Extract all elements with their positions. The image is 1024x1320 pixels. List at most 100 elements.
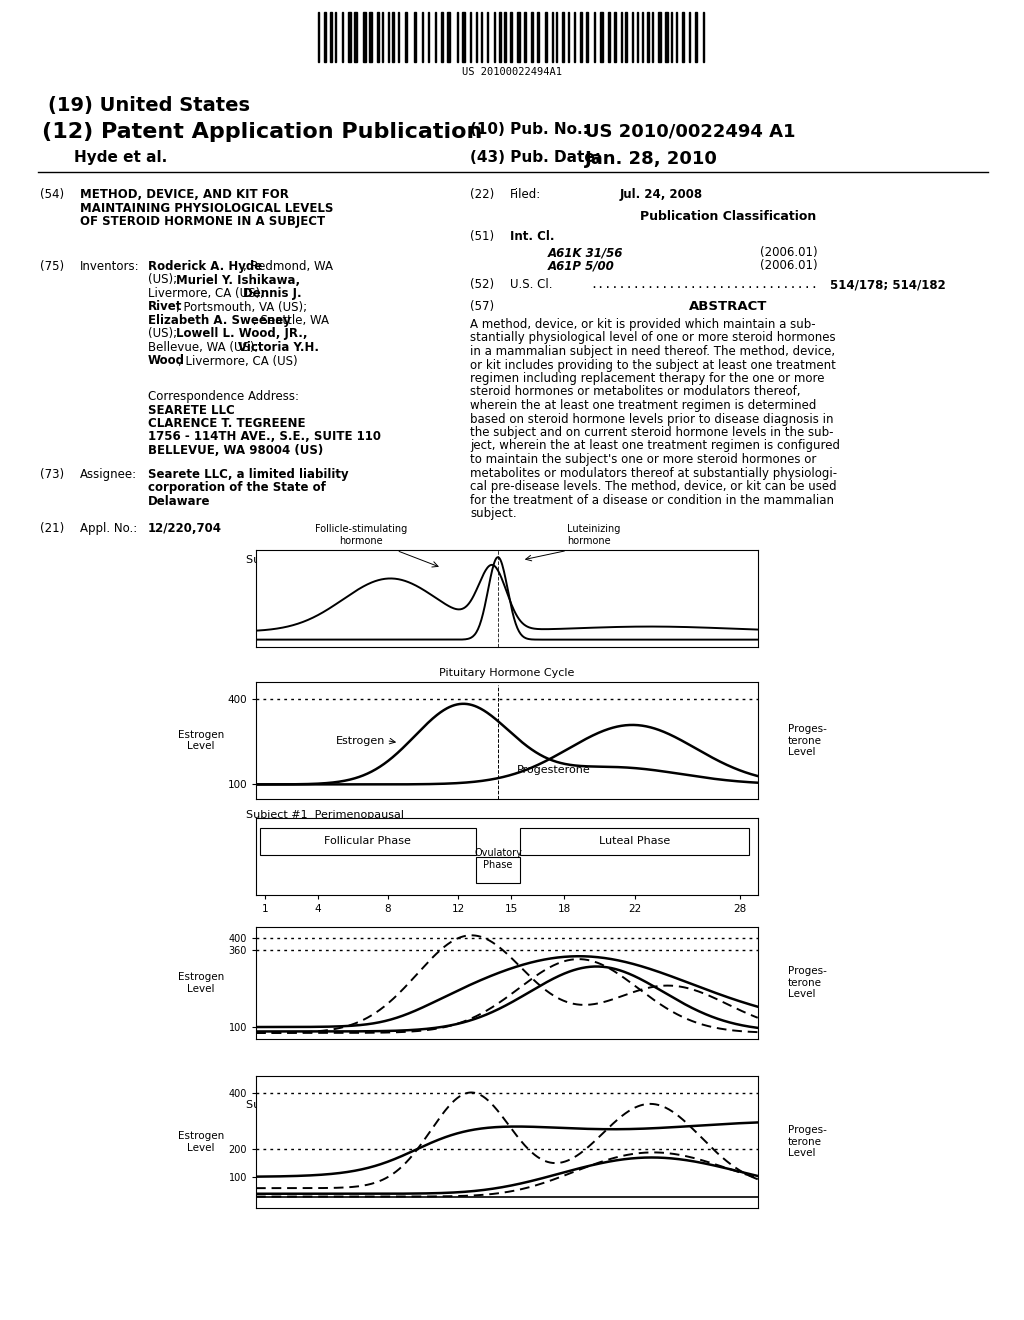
Bar — [520, 828, 749, 855]
Bar — [259, 828, 476, 855]
Text: BELLEVUE, WA 98004 (US): BELLEVUE, WA 98004 (US) — [148, 444, 324, 457]
Bar — [414, 12, 416, 62]
Text: regimen including replacement therapy for the one or more: regimen including replacement therapy fo… — [470, 372, 824, 385]
Text: Delaware: Delaware — [148, 495, 211, 508]
Bar — [524, 12, 526, 62]
Text: Livermore, CA (US);: Livermore, CA (US); — [148, 286, 268, 300]
Bar — [608, 12, 610, 62]
Bar — [476, 857, 520, 883]
Text: Subject #1  Early to Late Menopausal: Subject #1 Early to Late Menopausal — [246, 1100, 456, 1110]
Text: cal pre-disease levels. The method, device, or kit can be used: cal pre-disease levels. The method, devi… — [470, 480, 837, 492]
Bar — [369, 12, 372, 62]
Text: stantially physiological level of one or more steroid hormones: stantially physiological level of one or… — [470, 331, 836, 345]
Text: Jul. 24, 2008: Jul. 24, 2008 — [620, 187, 703, 201]
Bar — [614, 12, 616, 62]
Bar — [462, 12, 465, 62]
Text: METHOD, DEVICE, AND KIT FOR: METHOD, DEVICE, AND KIT FOR — [80, 187, 289, 201]
Text: Correspondence Address:: Correspondence Address: — [148, 389, 299, 403]
Bar — [665, 12, 668, 62]
Text: Hyde et al.: Hyde et al. — [74, 150, 167, 165]
Text: Proges-
terone
Level: Proges- terone Level — [787, 966, 826, 999]
Text: Publication Classification: Publication Classification — [640, 210, 816, 223]
Text: ABSTRACT: ABSTRACT — [689, 300, 767, 313]
Text: Appl. No.:: Appl. No.: — [80, 521, 137, 535]
Text: to maintain the subject's one or more steroid hormones or: to maintain the subject's one or more st… — [470, 453, 816, 466]
Text: for the treatment of a disease or condition in the mammalian: for the treatment of a disease or condit… — [470, 494, 834, 507]
Text: steroid hormones or metabolites or modulators thereof,: steroid hormones or metabolites or modul… — [470, 385, 801, 399]
Text: Filed:: Filed: — [510, 187, 542, 201]
Text: (52): (52) — [470, 279, 495, 290]
Text: (73): (73) — [40, 469, 65, 480]
Text: in a mammalian subject in need thereof. The method, device,: in a mammalian subject in need thereof. … — [470, 345, 836, 358]
Text: (21): (21) — [40, 521, 65, 535]
Text: Roderick A. Hyde: Roderick A. Hyde — [148, 260, 262, 273]
Bar — [531, 12, 534, 62]
Bar — [362, 12, 366, 62]
Bar — [392, 12, 394, 62]
Text: Searete LLC, a limited liability: Searete LLC, a limited liability — [148, 469, 348, 480]
Text: (75): (75) — [40, 260, 65, 273]
Text: Muriel Y. Ishikawa,: Muriel Y. Ishikawa, — [176, 273, 300, 286]
Text: Subject #1  Perimenopausal: Subject #1 Perimenopausal — [246, 554, 404, 565]
Bar — [600, 12, 603, 62]
Text: corporation of the State of: corporation of the State of — [148, 482, 326, 495]
Bar — [499, 12, 501, 62]
Text: Estrogen
Level: Estrogen Level — [178, 730, 224, 751]
Text: metabolites or modulators thereof at substantially physiologi-: metabolites or modulators thereof at sub… — [470, 466, 838, 479]
Bar — [658, 12, 662, 62]
Text: Jan. 28, 2010: Jan. 28, 2010 — [585, 150, 718, 168]
Bar — [580, 12, 582, 62]
Text: Elizabeth A. Sweeney: Elizabeth A. Sweeney — [148, 314, 291, 327]
Bar — [447, 12, 450, 62]
Text: OF STEROID HORMONE IN A SUBJECT: OF STEROID HORMONE IN A SUBJECT — [80, 215, 326, 228]
Text: 12/220,704: 12/220,704 — [148, 521, 222, 535]
Bar — [545, 12, 547, 62]
Text: , Redmond, WA: , Redmond, WA — [243, 260, 333, 273]
Text: Pituitary Hormone Cycle: Pituitary Hormone Cycle — [439, 668, 574, 678]
Bar — [625, 12, 627, 62]
Text: wherein the at least one treatment regimen is determined: wherein the at least one treatment regim… — [470, 399, 816, 412]
Text: (43) Pub. Date:: (43) Pub. Date: — [470, 150, 601, 165]
Text: Assignee:: Assignee: — [80, 469, 137, 480]
Text: Inventors:: Inventors: — [80, 260, 139, 273]
Text: A61P 5/00: A61P 5/00 — [548, 260, 614, 272]
Text: Luteinizing
hormone: Luteinizing hormone — [567, 524, 621, 545]
Text: , Portsmouth, VA (US);: , Portsmouth, VA (US); — [176, 301, 307, 314]
Text: (10) Pub. No.:: (10) Pub. No.: — [470, 121, 589, 137]
Text: , Livermore, CA (US): , Livermore, CA (US) — [178, 355, 298, 367]
Text: Sex Hormone Cycle: Sex Hormone Cycle — [453, 822, 561, 832]
Bar — [324, 12, 326, 62]
Bar — [586, 12, 588, 62]
Text: Follicle-stimulating
hormone: Follicle-stimulating hormone — [315, 524, 408, 545]
Text: Estrogen
Level: Estrogen Level — [178, 1131, 224, 1152]
Text: Proges-
terone
Level: Proges- terone Level — [787, 1125, 826, 1159]
Text: (57): (57) — [470, 300, 495, 313]
Text: (2006.01): (2006.01) — [760, 260, 817, 272]
Text: , Seattle, WA: , Seattle, WA — [253, 314, 329, 327]
Text: CLARENCE T. TEGREENE: CLARENCE T. TEGREENE — [148, 417, 305, 430]
Bar — [647, 12, 649, 62]
Text: US 2010/0022494 A1: US 2010/0022494 A1 — [585, 121, 796, 140]
Text: (12) Patent Application Publication: (12) Patent Application Publication — [42, 121, 482, 143]
Bar — [682, 12, 684, 62]
Text: Estrogen
Level: Estrogen Level — [178, 972, 224, 994]
Text: A61K 31/56: A61K 31/56 — [548, 246, 624, 259]
Bar — [562, 12, 564, 62]
Text: US 20100022494A1: US 20100022494A1 — [462, 67, 562, 77]
Bar — [348, 12, 351, 62]
Text: (US);: (US); — [148, 327, 181, 341]
Bar — [354, 12, 357, 62]
Text: (2006.01): (2006.01) — [760, 246, 817, 259]
Text: SEARETE LLC: SEARETE LLC — [148, 404, 234, 417]
Bar — [517, 12, 520, 62]
Bar — [330, 12, 332, 62]
Bar — [377, 12, 379, 62]
Text: Luteal Phase: Luteal Phase — [599, 837, 670, 846]
Text: (19) United States: (19) United States — [48, 96, 250, 115]
Text: Dennis J.: Dennis J. — [243, 286, 302, 300]
Text: the subject and on current steroid hormone levels in the sub-: the subject and on current steroid hormo… — [470, 426, 834, 440]
Bar — [537, 12, 539, 62]
Text: (54): (54) — [40, 187, 65, 201]
Bar — [695, 12, 697, 62]
Text: (US);: (US); — [148, 273, 181, 286]
